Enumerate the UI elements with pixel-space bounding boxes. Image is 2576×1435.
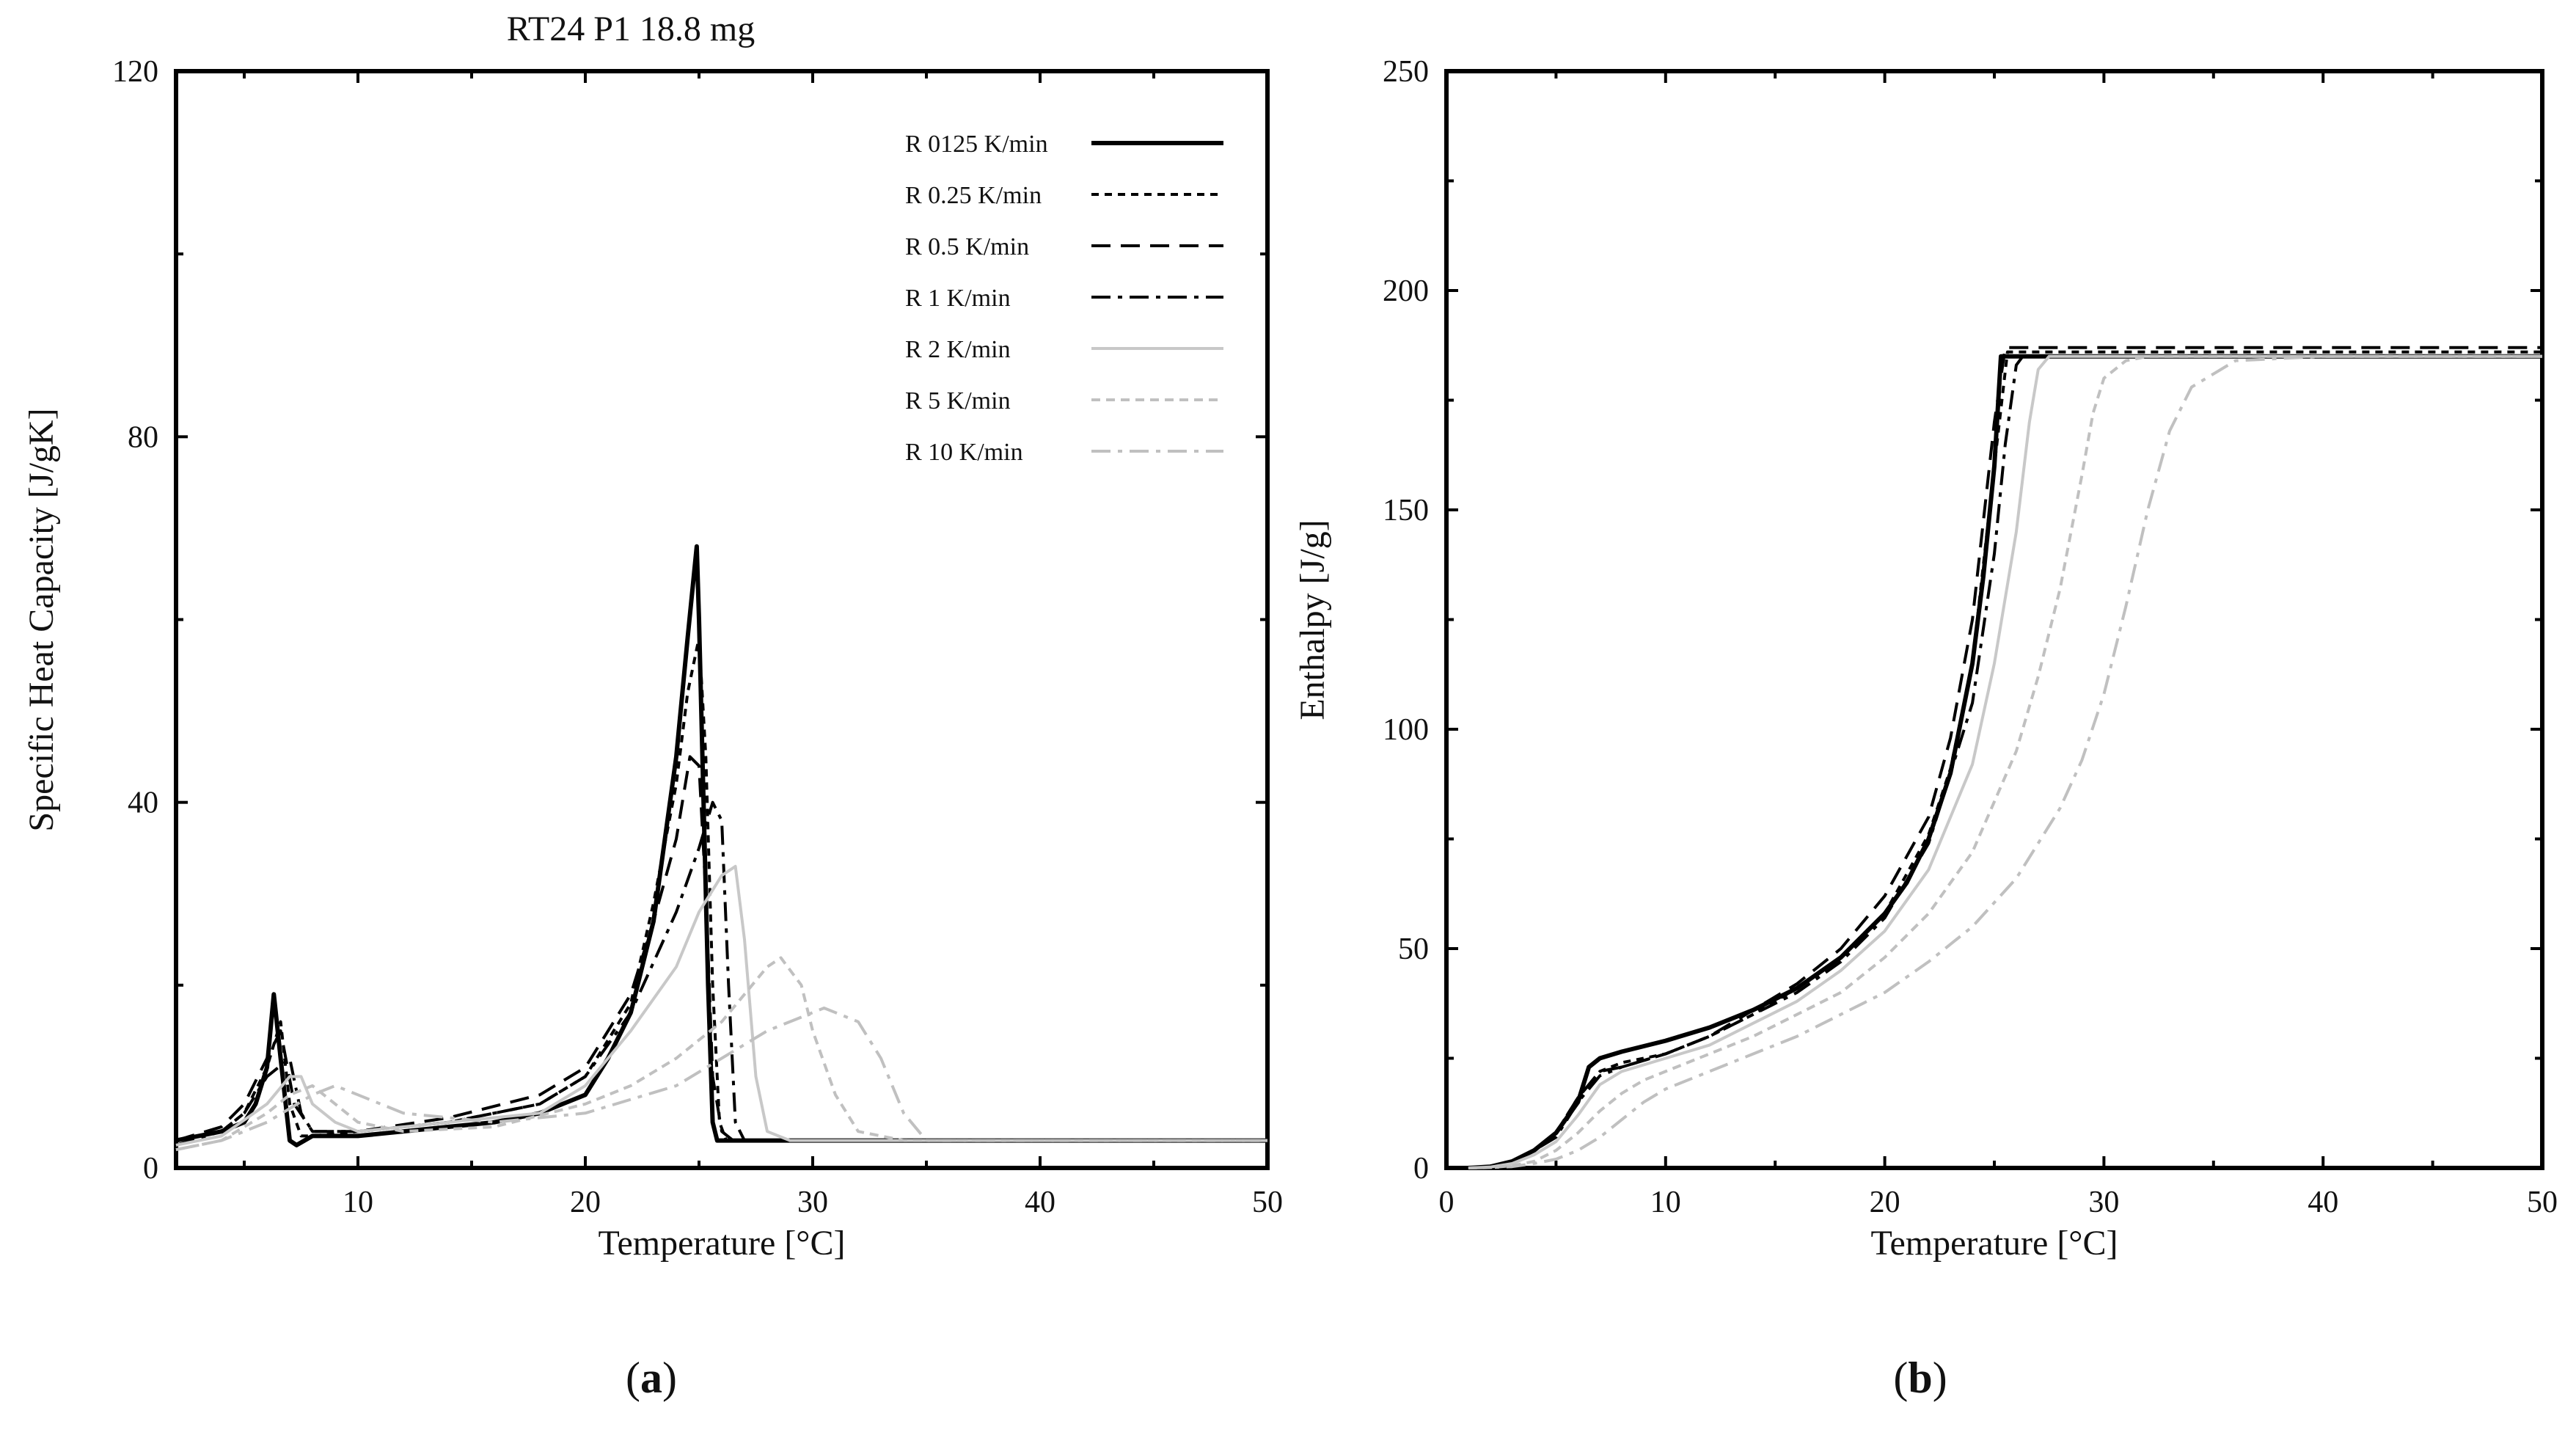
x-tick-label: 0 [1439,1186,1455,1219]
x-tick-label: 10 [343,1186,373,1219]
series-line-r-10-k-min [1468,354,2542,1169]
panel-a-caption-open: ( [626,1354,640,1402]
x-tick-label: 50 [1252,1186,1283,1219]
y-tick-label: 250 [1383,55,1429,89]
panel-a-caption: (a) [626,1354,677,1402]
series-line-r-0125-k-min [175,544,1267,1147]
panel-a-caption-letter: a [640,1354,662,1402]
y-tick-label: 120 [112,55,158,89]
panel-b-caption-close: ) [1933,1354,1947,1402]
panel-a-plot-frame [174,69,1270,1170]
series-line-r-1-k-min [175,800,1267,1147]
y-tick-label: 40 [128,786,158,820]
x-tick-label: 40 [1025,1186,1055,1219]
y-tick-label: 150 [1383,494,1429,527]
panel-a-caption-close: ) [662,1354,677,1402]
panel-b-caption-open: ( [1893,1354,1908,1402]
series-line-r-5-k-min [1468,354,2542,1169]
panel-b-chart: 0 10 20 30 40 50 0 50 100 150 200 250 Temperature [… [1293,55,2558,1263]
x-tick-label: 20 [570,1186,601,1219]
legend-label: R 10 K/min [905,439,1023,466]
legend-label: R 5 K/min [905,387,1011,415]
legend-label: R 1 K/min [905,285,1011,312]
legend-label: R 0.25 K/min [905,182,1042,209]
series-line-r-0125-k-min [1468,354,2542,1170]
panel-b-plot-frame [1444,69,2544,1170]
panel-a-x-axis-label: Temperature [°C] [598,1224,845,1263]
x-tick-label: 40 [2308,1186,2338,1219]
panel-a-y-axis-label: Specific Heat Capacity [J/gK] [22,408,61,831]
legend-label: R 0.5 K/min [905,233,1029,260]
series-line-r-0-5-k-min [1468,346,2542,1169]
x-tick-label: 50 [2527,1186,2558,1219]
panel-a-legend: R 0125 K/min R 0.25 K/min R 0.5 K/min R 1 K… [905,131,1223,466]
series-line-r-0-5-k-min [175,755,1267,1142]
panel-b-y-axis-label: Enthalpy [J/g] [1293,519,1332,720]
panel-a-title: RT24 P1 18.8 mg [507,10,755,48]
y-tick-label: 80 [128,420,158,454]
series-line-r-0-25-k-min [175,636,1267,1142]
legend-label: R 2 K/min [905,336,1011,363]
panel-b-caption: (b) [1893,1354,1947,1402]
series-line-r-5-k-min [175,956,1267,1152]
x-tick-label: 30 [2088,1186,2119,1219]
y-tick-label: 0 [1413,1152,1429,1186]
series-line-r-0-25-k-min [1468,350,2542,1169]
y-tick-label: 0 [143,1152,158,1186]
panel-a-chart: RT24 P1 18.8 mg 10 20 30 40 50 0 40 80 120 R 012… [22,10,1283,1263]
series-line-r-10-k-min [175,1007,1267,1152]
x-tick-label: 30 [797,1186,828,1219]
y-tick-label: 200 [1383,274,1429,308]
legend-label: R 0125 K/min [905,131,1048,158]
y-tick-label: 50 [1398,932,1429,966]
x-tick-label: 10 [1650,1186,1681,1219]
x-tick-label: 20 [1870,1186,1900,1219]
series-line-r-2-k-min [1468,354,2542,1169]
panel-b-x-axis-label: Temperature [°C] [1870,1224,2118,1263]
y-tick-label: 100 [1383,713,1429,747]
series-line-r-2-k-min [175,864,1267,1147]
series-line-r-1-k-min [1468,354,2542,1169]
panel-b-caption-letter: b [1908,1354,1932,1402]
